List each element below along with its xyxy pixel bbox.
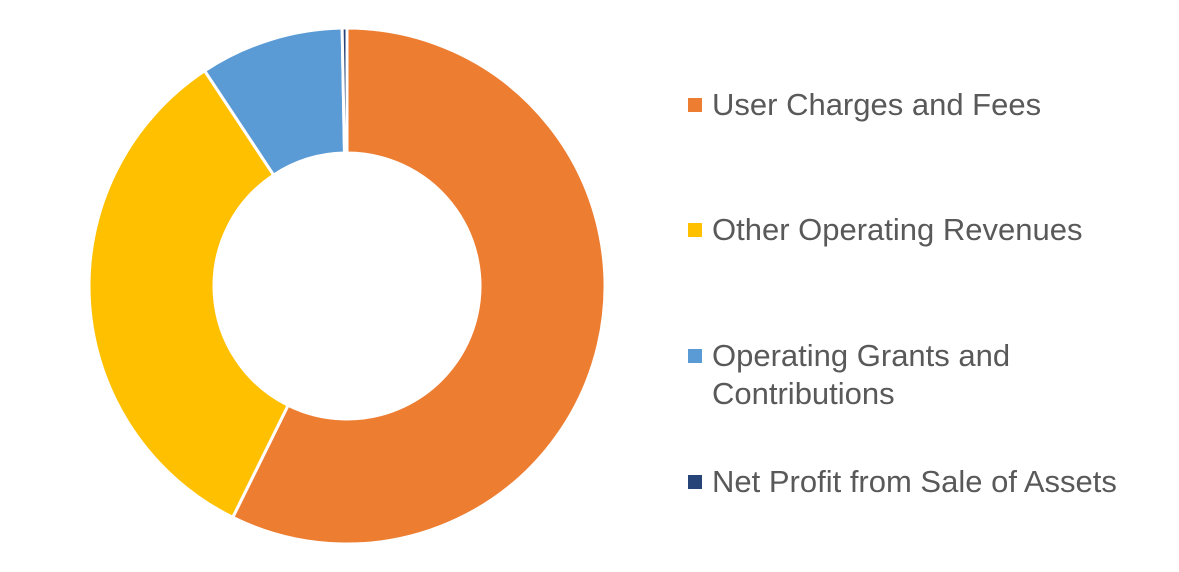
donut-chart (87, 26, 607, 546)
legend-label: Net Profit from Sale of Assets (712, 464, 1117, 499)
legend-label: Other Operating Revenues (712, 212, 1083, 247)
legend-item-net-profit-from-sale-of-assets: Net Profit from Sale of Assets (688, 463, 1172, 501)
legend-item-user-charges-and-fees: User Charges and Fees (688, 86, 1172, 124)
donut-slice-net-profit-from-sale-of-assets (340, 26, 349, 155)
legend-item-other-operating-revenues: Other Operating Revenues (688, 211, 1172, 249)
legend-label: Operating Grants and Contributions (712, 338, 1011, 411)
legend-swatch (688, 98, 702, 112)
donut-slice-user-charges-and-fees (230, 26, 607, 546)
legend-swatch (688, 475, 702, 489)
chart-legend: User Charges and Fees Other Operating Re… (688, 0, 1179, 572)
legend-swatch (688, 349, 702, 363)
legend-label: User Charges and Fees (712, 87, 1042, 122)
legend-item-operating-grants-and-contributions: Operating Grants and Contributions (688, 337, 1052, 413)
donut-slice-other-operating-revenues (87, 68, 291, 520)
legend-swatch (688, 223, 702, 237)
